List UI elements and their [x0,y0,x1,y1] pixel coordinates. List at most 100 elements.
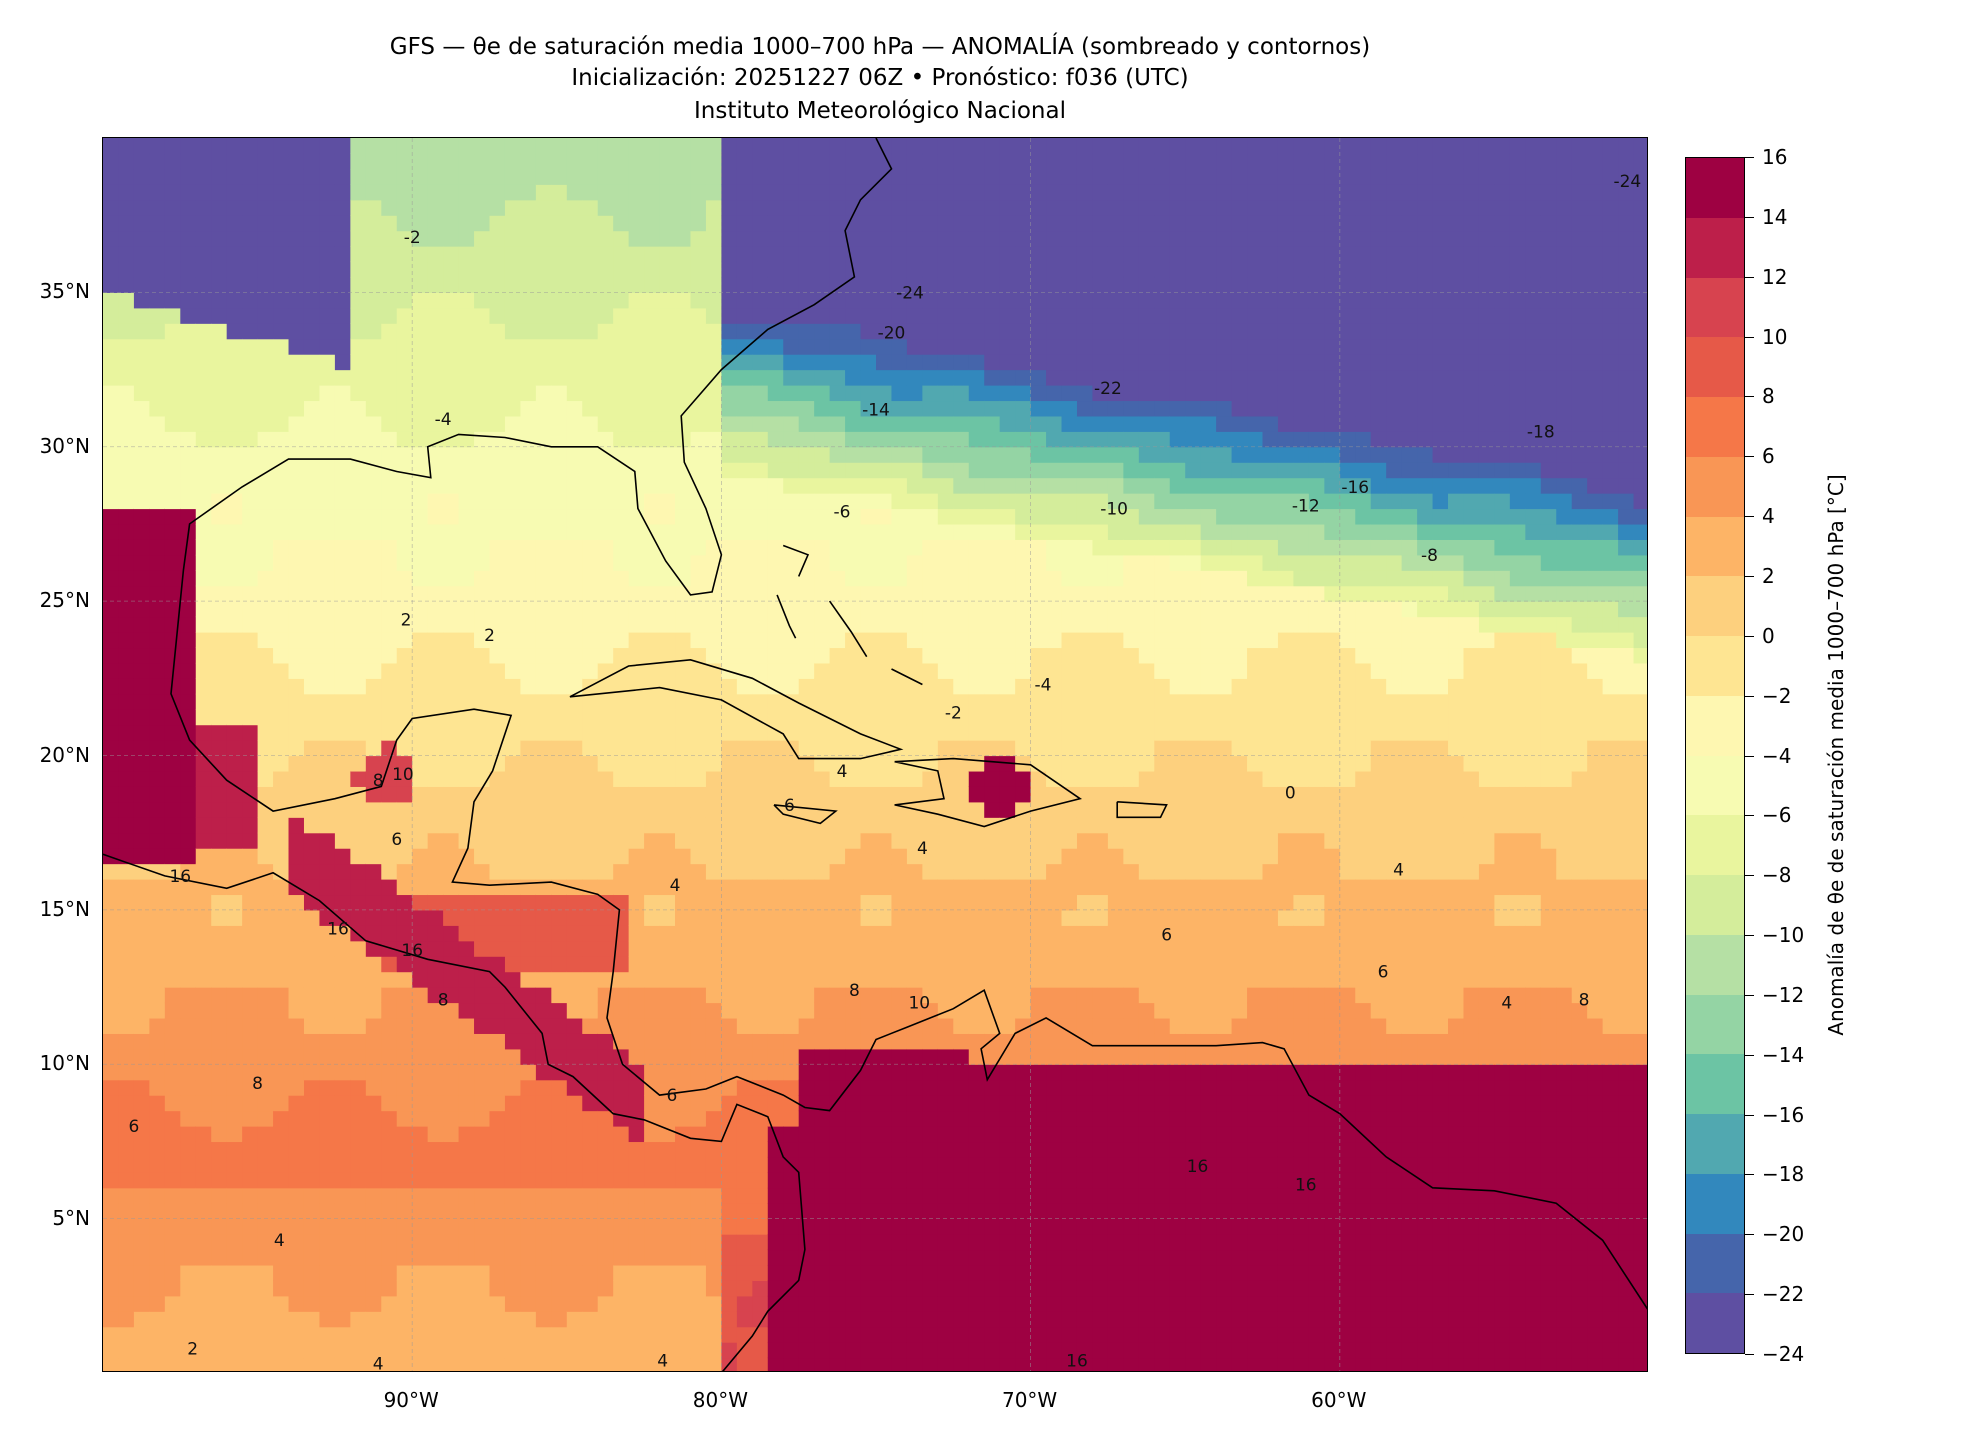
field-cell [690,940,707,957]
field-cell [829,1218,846,1235]
field-cell [551,585,568,602]
field-cell [149,909,166,926]
field-cell [675,1357,692,1371]
field-cell [381,1141,398,1158]
field-cell [566,1264,583,1281]
field-cell [303,987,321,1004]
field-cell [334,338,351,355]
field-cell [814,1280,831,1297]
field-cell [381,817,398,834]
field-cell [1015,632,1032,649]
field-cell [489,1033,506,1050]
field-cell [195,1033,212,1050]
field-cell [334,1017,351,1034]
field-cell [628,832,645,849]
field-cell [535,1342,552,1359]
field-cell [1046,585,1063,602]
field-cell [906,554,923,571]
field-cell [953,956,970,973]
field-cell [412,647,429,664]
field-cell [922,1187,939,1204]
field-cell [752,1048,769,1065]
field-cell [303,1326,321,1343]
field-cell [365,801,382,818]
field-cell [953,215,970,232]
field-cell [597,1172,614,1189]
field-cell [798,1311,815,1328]
field-cell [535,539,552,556]
field-cell [876,616,893,633]
field-cell [767,801,784,818]
field-cell [427,539,444,556]
field-cell [474,354,491,371]
field-cell [489,1249,506,1266]
field-cell [845,616,862,633]
field-cell [458,1095,475,1112]
field-cell [242,199,259,216]
field-cell [1046,1002,1063,1019]
field-cell [644,338,661,355]
field-cell [180,755,197,772]
field-cell [504,1342,522,1359]
field-cell [767,493,784,510]
field-cell [582,276,599,293]
field-cell [783,879,800,896]
field-cell [474,616,491,633]
field-cell [288,1295,305,1312]
field-cell [752,1172,769,1189]
field-cell [1015,801,1032,818]
field-cell [412,616,429,633]
field-cell [628,338,645,355]
field-cell [133,369,150,386]
field-cell [597,1342,614,1359]
field-cell [103,1234,120,1251]
field-cell [984,863,1001,880]
field-cell [288,508,305,525]
field-cell [319,740,336,757]
field-cell [845,400,862,417]
field-cell [644,1218,661,1235]
field-cell [226,894,243,911]
field-cell [164,817,181,834]
field-cell [303,523,321,540]
field-cell [937,832,954,849]
field-cell [396,863,413,880]
field-cell [180,168,197,185]
field-cell [103,292,120,309]
field-cell [659,292,676,309]
field-cell [876,724,893,741]
field-cell [814,817,831,834]
field-cell [273,493,290,510]
field-cell [412,354,429,371]
field-cell [319,1218,336,1235]
field-cell [412,292,429,309]
field-cell [319,354,336,371]
field-cell [396,1249,413,1266]
field-cell [520,307,537,324]
field-cell [458,724,475,741]
field-cell [597,508,614,525]
field-cell [582,477,599,494]
field-cell [922,786,939,803]
field-cell [705,230,722,247]
field-cell [535,354,552,371]
field-cell [273,616,290,633]
field-cell [597,1249,614,1266]
field-cell [767,632,784,649]
field-cell [489,292,506,309]
field-cell [690,1295,707,1312]
field-cell [242,354,259,371]
field-cell [412,1033,429,1050]
field-cell [984,369,1001,386]
field-cell [257,570,274,587]
field-cell [1046,400,1063,417]
field-cell [922,724,939,741]
field-cell [427,940,444,957]
field-cell [1030,276,1047,293]
field-cell [288,168,305,185]
field-cell [829,1079,846,1096]
field-cell [242,848,259,865]
field-cell [118,647,135,664]
field-cell [953,508,970,525]
field-cell [891,848,908,865]
